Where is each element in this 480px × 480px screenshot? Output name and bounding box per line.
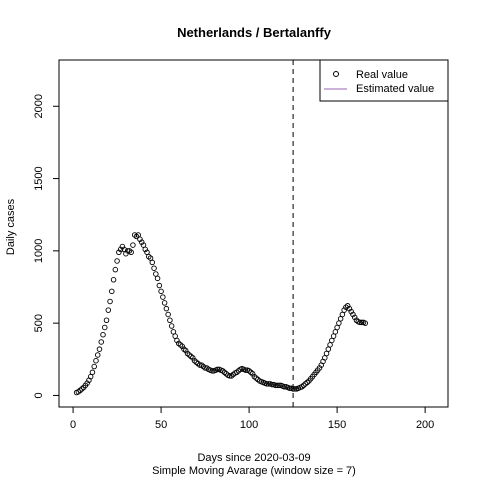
x-axis: 0 50 100 150 200	[70, 407, 434, 431]
chart-title: Netherlands / Bertalanffy	[177, 25, 332, 40]
data-point	[276, 382, 282, 389]
data-point	[149, 259, 156, 266]
data-point	[346, 305, 353, 312]
data-point	[350, 311, 356, 318]
data-point	[242, 367, 249, 373]
data-point	[158, 288, 164, 295]
data-point	[167, 317, 173, 324]
data-point	[357, 319, 363, 326]
data-point	[359, 319, 365, 326]
y-tick-label: 500	[33, 314, 45, 332]
data-point	[209, 368, 215, 374]
x-tick-label: 150	[328, 419, 346, 431]
data-point	[265, 381, 272, 387]
data-point	[163, 305, 170, 312]
data-point	[341, 307, 347, 313]
data-point	[107, 298, 113, 305]
data-point	[94, 352, 101, 358]
y-axis: 0 500 1000 1500 2000	[33, 94, 59, 398]
data-point	[151, 265, 157, 271]
legend: Real value Estimated value	[319, 59, 449, 102]
legend-label-estimated-value: Estimated value	[356, 83, 434, 95]
data-point	[93, 357, 99, 364]
data-point	[161, 300, 168, 306]
data-point	[272, 382, 279, 389]
data-point	[109, 288, 115, 295]
data-point	[137, 236, 143, 243]
data-point	[351, 314, 358, 321]
data-point	[84, 380, 90, 386]
data-point	[114, 258, 120, 264]
data-point	[112, 266, 119, 273]
data-point	[165, 311, 171, 318]
data-point	[290, 386, 296, 392]
data-point	[128, 249, 134, 256]
data-point	[182, 347, 189, 354]
y-tick-label: 1000	[33, 239, 45, 263]
legend-marker-real-value	[333, 71, 339, 77]
data-point	[110, 277, 117, 283]
y-tick-label: 0	[33, 392, 45, 398]
data-point	[214, 366, 221, 373]
y-tick-label: 1500	[33, 166, 45, 190]
data-point	[281, 384, 288, 390]
data-point	[179, 343, 185, 350]
data-point	[226, 373, 233, 379]
data-point	[168, 323, 175, 329]
data-points	[73, 232, 369, 396]
data-point	[160, 294, 166, 300]
data-point	[100, 331, 106, 338]
data-point	[348, 308, 354, 315]
data-point	[103, 317, 110, 324]
data-point	[89, 369, 96, 376]
data-point	[263, 381, 270, 387]
data-point	[123, 250, 129, 257]
data-point	[154, 275, 161, 282]
data-point	[274, 382, 281, 389]
data-point	[202, 365, 208, 371]
data-point	[96, 346, 103, 352]
data-point	[190, 355, 196, 361]
data-point	[116, 249, 122, 256]
x-axis-label: Days since 2020-03-09	[197, 452, 310, 464]
data-point	[102, 324, 108, 331]
data-point	[269, 381, 275, 388]
data-point	[98, 339, 104, 345]
data-point	[105, 307, 112, 313]
data-point	[138, 239, 145, 245]
data-point	[130, 242, 136, 248]
x-tick-label: 200	[416, 419, 434, 431]
legend-box	[319, 59, 449, 102]
data-point	[362, 320, 369, 326]
data-point	[249, 370, 256, 377]
x-tick-label: 50	[155, 419, 167, 431]
data-point	[344, 303, 351, 309]
y-axis-label: Daily cases	[5, 198, 17, 255]
chart-subtitle: Simple Moving Avarage (window size = 7)	[152, 465, 356, 477]
legend-label-real-value: Real value	[356, 69, 408, 81]
data-point	[197, 362, 203, 368]
data-point	[142, 246, 148, 253]
data-point	[292, 386, 298, 392]
data-point	[316, 365, 323, 371]
data-point	[124, 248, 131, 254]
data-point	[91, 363, 97, 370]
plot-frame	[58, 59, 449, 408]
data-point	[156, 282, 163, 289]
data-point	[117, 246, 124, 253]
data-point	[119, 243, 126, 250]
y-tick-label: 2000	[33, 94, 45, 118]
data-point	[286, 385, 293, 391]
x-tick-label: 100	[240, 419, 258, 431]
x-tick-label: 0	[70, 419, 76, 431]
data-point	[174, 337, 180, 344]
